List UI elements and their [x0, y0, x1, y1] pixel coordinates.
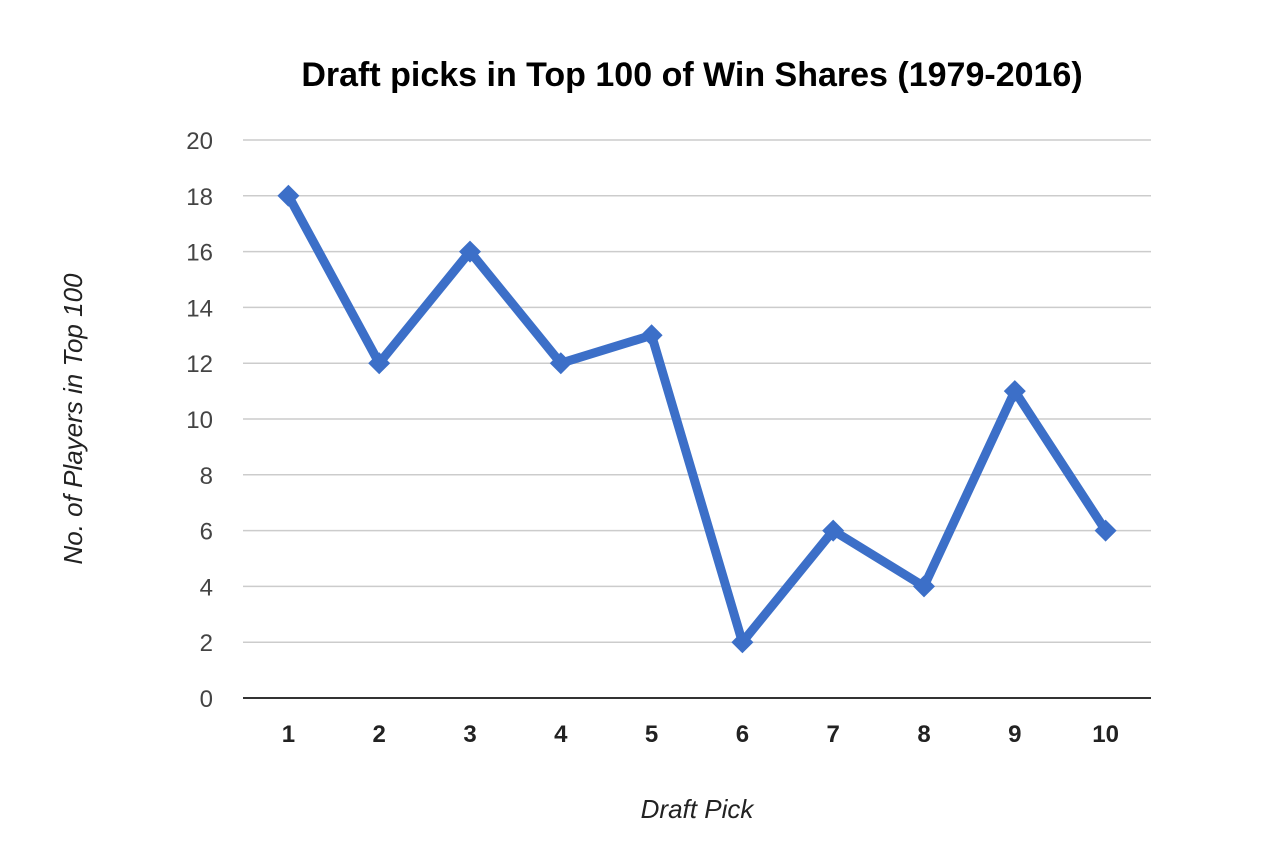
data-point-marker: [549, 352, 572, 375]
gridlines: [243, 139, 1151, 643]
y-tick-label: 0: [200, 686, 213, 713]
y-tick-label: 14: [186, 295, 213, 322]
data-point-marker: [368, 352, 391, 375]
x-tick-label: 7: [827, 721, 840, 748]
data-point-marker: [1094, 519, 1117, 542]
x-tick-label: 9: [1008, 721, 1021, 748]
y-tick-label: 4: [200, 574, 213, 601]
data-point-marker: [640, 324, 663, 347]
y-tick-label: 12: [186, 351, 213, 378]
data-point-marker: [913, 575, 935, 598]
x-tick-label: 2: [373, 721, 386, 748]
chart-title: Draft picks in Top 100 of Win Shares (19…: [301, 56, 1082, 94]
x-tick-label: 4: [554, 721, 568, 748]
series-layer: [277, 184, 1117, 654]
data-point-marker: [459, 240, 481, 263]
y-tick-label: 8: [200, 463, 213, 490]
y-tick-label: 10: [186, 407, 213, 434]
y-tick-label: 20: [186, 128, 213, 155]
x-tick-label: 8: [917, 721, 930, 748]
x-tick-label: 5: [645, 721, 658, 748]
x-tick-label: 6: [736, 721, 749, 748]
x-axis-label: Draft Pick: [641, 794, 756, 824]
y-tick-label: 16: [186, 240, 213, 267]
y-axis-label: No. of Players in Top 100: [58, 273, 88, 565]
y-tick-label: 6: [200, 519, 213, 546]
data-point-marker: [1003, 380, 1026, 403]
series-line: [284, 193, 1110, 652]
y-tick-label: 2: [200, 630, 213, 657]
data-point-marker: [822, 519, 845, 542]
x-tick-label: 1: [282, 721, 295, 748]
data-point-marker: [731, 631, 754, 654]
data-point-marker: [277, 184, 300, 207]
y-tick-label: 18: [186, 184, 213, 211]
y-axis-ticks: 0 2 4 6 8 10 12 14 16 18 20: [186, 128, 213, 713]
x-axis-ticks: 1 2 3 4 5 6 7 8 9 10: [282, 721, 1119, 748]
x-tick-label: 3: [463, 721, 476, 748]
x-tick-label: 10: [1092, 721, 1119, 748]
